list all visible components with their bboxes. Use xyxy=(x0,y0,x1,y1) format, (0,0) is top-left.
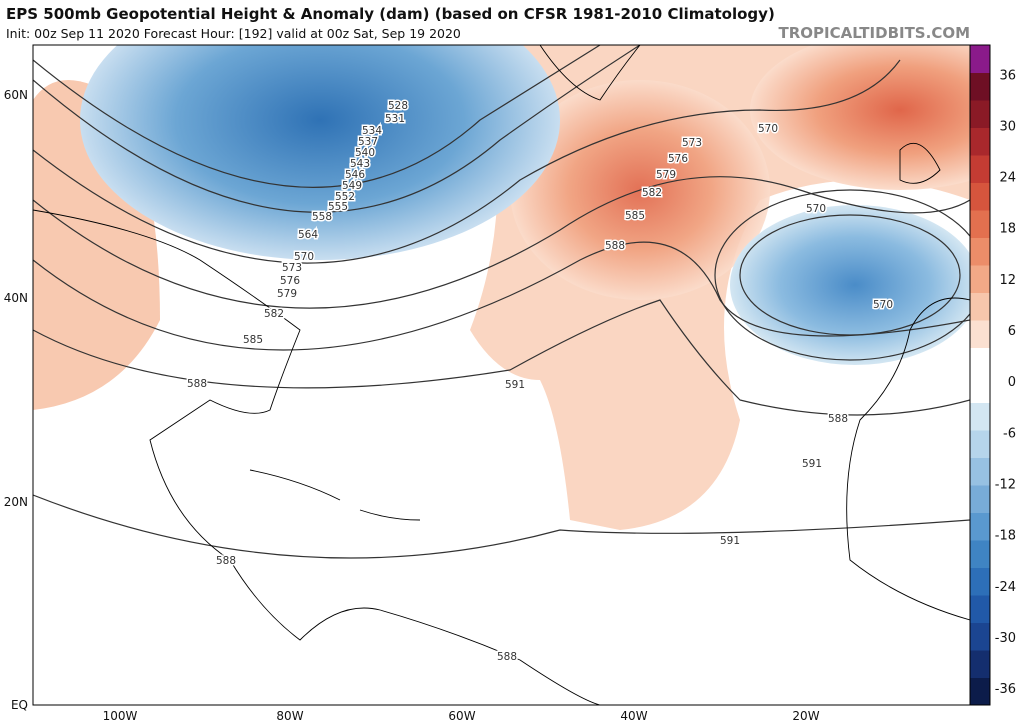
contour-label: 576 xyxy=(280,275,300,287)
colorbar-segment xyxy=(970,72,990,101)
colorbar-segment xyxy=(970,292,990,321)
colorbar-segment xyxy=(970,127,990,156)
contour-label: 534 xyxy=(362,125,382,137)
colorbar-segment xyxy=(970,622,990,651)
contour-label: 591 xyxy=(802,458,822,470)
colorbar-segment xyxy=(970,650,990,678)
contour-label: 573 xyxy=(282,262,302,274)
colorbar-segment xyxy=(970,100,990,128)
contour-label: 585 xyxy=(625,210,645,222)
contour-label: 588 xyxy=(828,413,848,425)
contour-label: 588 xyxy=(497,651,517,663)
map-area xyxy=(33,45,970,705)
subtitle: Init: 00z Sep 11 2020 Forecast Hour: [19… xyxy=(6,26,461,41)
contour-label: 579 xyxy=(277,288,297,300)
colorbar-segment xyxy=(970,457,990,486)
contour-label: 579 xyxy=(656,169,676,181)
colorbar-segment xyxy=(970,567,990,596)
contour-label: 549 xyxy=(342,180,362,192)
contour-label: 531 xyxy=(385,113,405,125)
colorbar-tick-label: 36 xyxy=(999,68,1016,83)
contour-label: 570 xyxy=(294,251,314,263)
colorbar-segment xyxy=(970,677,990,706)
contour-label: 585 xyxy=(243,334,263,346)
colorbar-segment xyxy=(970,540,990,568)
colorbar-segment xyxy=(970,237,990,266)
colorbar-frame xyxy=(969,44,991,706)
colorbar-tick-label: -24 xyxy=(995,580,1016,595)
colorbar-segment xyxy=(970,430,990,458)
colorbar-tick-label: -30 xyxy=(995,631,1016,646)
lon-label: 20W xyxy=(792,709,819,723)
contour-label: 552 xyxy=(335,191,355,203)
colorbar-tick-label: -18 xyxy=(995,529,1016,544)
contour-label: 573 xyxy=(682,137,702,149)
contour-label: 540 xyxy=(355,147,375,159)
contour-label: 588 xyxy=(187,378,207,390)
contour-label: 537 xyxy=(358,136,378,148)
lon-label: 80W xyxy=(276,709,303,723)
lon-label: 100W xyxy=(103,709,138,723)
colorbar-segment xyxy=(970,155,990,183)
contour-label: 582 xyxy=(264,308,284,320)
colorbar-tick-label: -36 xyxy=(995,682,1016,697)
title: EPS 500mb Geopotential Height & Anomaly … xyxy=(6,5,775,23)
colorbar-segment xyxy=(970,512,990,541)
contour-label: 591 xyxy=(720,535,740,547)
contour-label: 588 xyxy=(605,240,625,252)
colorbar-tick-label: -6 xyxy=(1003,426,1016,441)
contour-label: 558 xyxy=(312,211,332,223)
colorbar-segment xyxy=(970,182,990,211)
colorbar-segment xyxy=(970,320,990,348)
contour-label: 582 xyxy=(642,187,662,199)
colorbar-tick-label: 0 xyxy=(1008,375,1016,390)
colorbar-segment xyxy=(970,210,990,238)
lat-label: 40N xyxy=(4,291,28,305)
contour-label: 543 xyxy=(350,158,370,170)
contour-label: 546 xyxy=(345,169,365,181)
colorbar-segment xyxy=(970,265,990,293)
colorbar-tick-label: 30 xyxy=(999,119,1016,134)
colorbar-segment xyxy=(970,375,990,403)
colorbar-segment xyxy=(970,402,990,431)
contour-label: 591 xyxy=(505,379,525,391)
contour-label: 570 xyxy=(758,123,778,135)
contour-label: 564 xyxy=(298,229,318,241)
colorbar-tick-label: 12 xyxy=(999,273,1016,288)
colorbar-segment xyxy=(970,595,990,623)
colorbar-tick-label: 24 xyxy=(999,171,1016,186)
colorbar-tick-label: -12 xyxy=(995,478,1016,493)
contour-label: 555 xyxy=(328,201,348,213)
lat-label: 20N xyxy=(4,495,28,509)
lon-label: 40W xyxy=(620,709,647,723)
contour-label: 570 xyxy=(873,299,893,311)
lat-label: 60N xyxy=(4,88,28,102)
contour-label: 588 xyxy=(216,555,236,567)
lon-label: 60W xyxy=(448,709,475,723)
contour-label: 576 xyxy=(668,153,688,165)
colorbar-tick-label: 18 xyxy=(999,222,1016,237)
colorbar-segment xyxy=(970,347,990,376)
colorbar-tick-label: 6 xyxy=(1008,324,1016,339)
contour-label: 528 xyxy=(388,100,408,112)
brand: TROPICALTIDBITS.COM xyxy=(779,24,971,42)
colorbar: 36 30 24 18 12 6 0 -6 -12 -18 -24 -30 -36 xyxy=(969,44,1016,706)
colorbar-segment xyxy=(970,485,990,513)
lat-label: EQ xyxy=(11,698,28,712)
colorbar-segment xyxy=(970,45,990,73)
contour-label: 570 xyxy=(806,203,826,215)
